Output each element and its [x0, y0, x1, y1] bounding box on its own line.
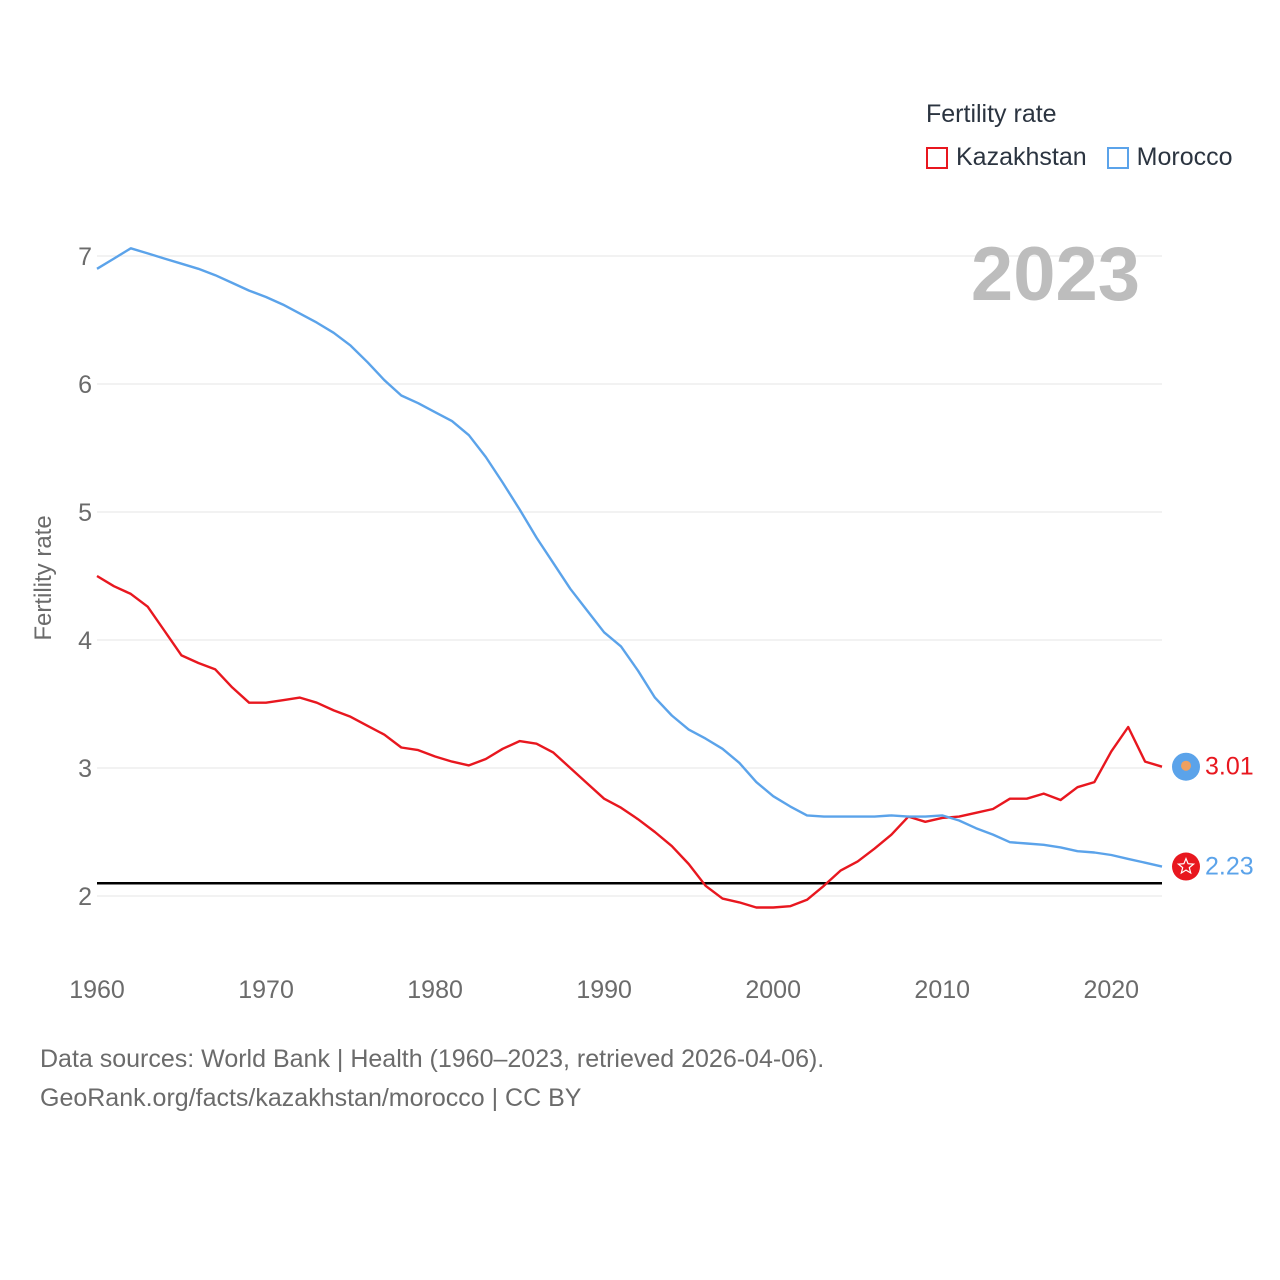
year-watermark: 2023	[971, 232, 1140, 317]
y-tick-label: 5	[78, 499, 92, 527]
legend-item-morocco[interactable]: Morocco	[1106, 143, 1233, 172]
x-tick-label: 2020	[1083, 976, 1139, 1004]
x-tick-label: 1960	[69, 976, 125, 1004]
y-tick-label: 4	[78, 627, 92, 655]
x-tick-label: 1980	[407, 976, 463, 1004]
legend-swatch-morocco	[1106, 146, 1129, 169]
y-tick-label: 7	[78, 243, 92, 271]
x-tick-label: 1990	[576, 976, 632, 1004]
end-value-morocco: 2.23	[1205, 853, 1254, 881]
x-tick-label: 2010	[914, 976, 970, 1004]
y-axis-label: Fertility rate	[30, 515, 57, 640]
legend-label-kazakhstan: Kazakhstan	[956, 143, 1087, 171]
x-tick-label: 2000	[745, 976, 801, 1004]
legend-label-morocco: Morocco	[1136, 143, 1233, 171]
star-emblem-icon	[1176, 857, 1196, 875]
end-marker-layer: 3.01 2.23	[1172, 752, 1254, 881]
x-tick-label: 1970	[238, 976, 294, 1004]
y-tick-label: 2	[78, 883, 92, 911]
sun-emblem-icon	[1181, 760, 1191, 771]
y-tick-label: 3	[78, 755, 92, 783]
kazakhstan-flag-icon	[1172, 852, 1200, 881]
series-line-morocco	[96, 247, 1163, 868]
legend: Kazakhstan Morocco	[926, 143, 1253, 172]
x-tick-layer: 1960 1970 1980 1990 2000 2010 2020	[69, 976, 1139, 1004]
footer-sources: Data sources: World Bank | Health (1960–…	[40, 1045, 825, 1073]
grid-layer: 2 3 4 5 6 7	[78, 243, 1162, 911]
series-layer	[96, 247, 1163, 909]
footer-link[interactable]: GeoRank.org/facts/kazakhstan/morocco | C…	[40, 1084, 582, 1112]
legend-swatch-kazakhstan	[926, 146, 948, 169]
end-value-kazakhstan: 3.01	[1205, 753, 1254, 781]
legend-item-kazakhstan[interactable]: Kazakhstan	[926, 143, 1087, 172]
y-tick-label: 6	[78, 371, 92, 399]
legend-title: Fertility rate	[926, 100, 1057, 128]
series-line-kazakhstan	[96, 574, 1163, 909]
